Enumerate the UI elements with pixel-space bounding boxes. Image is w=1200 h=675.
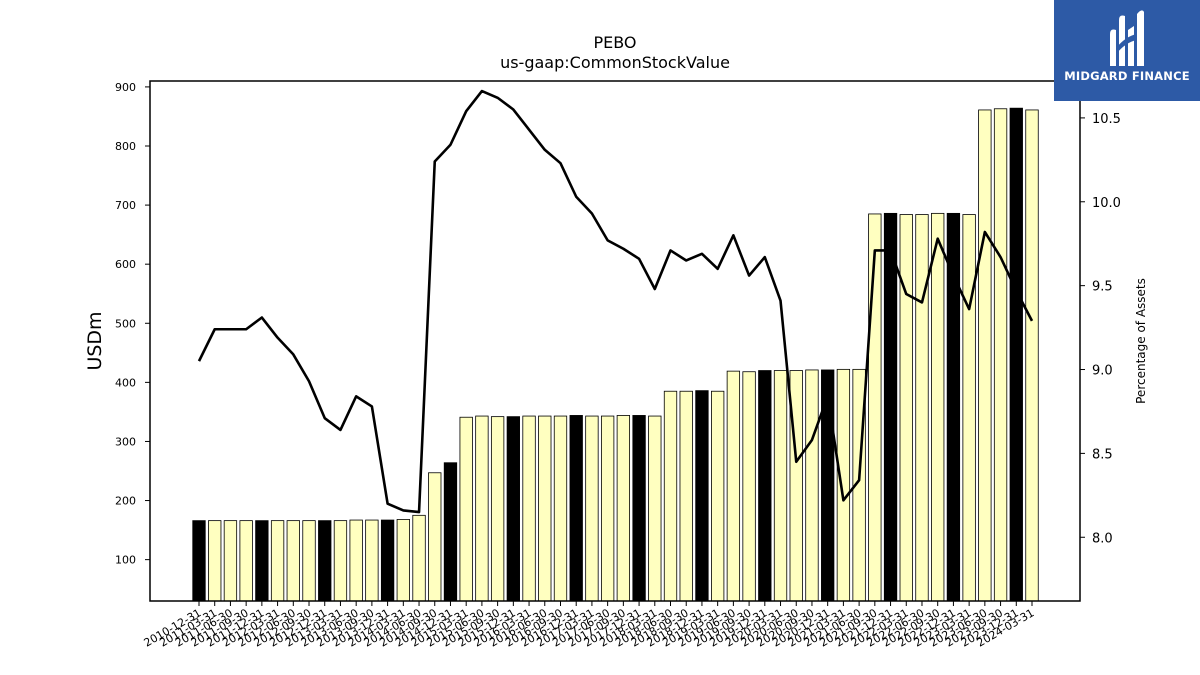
bar — [711, 390, 725, 602]
bar — [396, 519, 410, 602]
y-tick-label: 500 — [115, 317, 136, 330]
plot-frame — [149, 80, 1081, 602]
bar — [962, 214, 976, 602]
bar — [679, 390, 693, 602]
series-line — [197, 89, 1034, 514]
bar — [553, 415, 568, 602]
y2-tick-label: 8.0 — [1092, 531, 1113, 546]
bar — [663, 390, 678, 602]
bar — [616, 415, 631, 602]
bar — [270, 520, 285, 602]
brand-name: MIDGARD FINANCE — [1064, 69, 1190, 83]
bar — [899, 214, 913, 602]
bar — [475, 415, 489, 602]
bar — [1025, 109, 1039, 602]
bar — [585, 415, 599, 602]
bar — [208, 520, 222, 602]
y2-tick-label: 8.5 — [1092, 447, 1113, 462]
y-tick-label: 900 — [115, 81, 136, 94]
bar — [648, 415, 662, 602]
midgard-logo-icon — [1110, 10, 1144, 66]
bar — [978, 109, 992, 602]
bar — [883, 212, 898, 602]
y-tick-label: 100 — [115, 554, 136, 567]
y-tick-label: 300 — [115, 435, 136, 448]
bar — [255, 520, 269, 602]
bar — [192, 520, 206, 602]
bar — [239, 520, 253, 602]
bar — [506, 416, 520, 602]
bar — [459, 416, 473, 602]
y2-tick-label: 10.5 — [1092, 112, 1121, 127]
y-tick-label: 400 — [115, 376, 136, 389]
bar — [742, 371, 756, 602]
bar — [868, 213, 882, 602]
bar — [993, 108, 1008, 602]
bar — [726, 370, 741, 602]
y-tick-label: 200 — [115, 495, 136, 508]
bar — [1009, 107, 1023, 602]
bar — [695, 390, 709, 602]
bar — [836, 368, 851, 602]
y2-axis-label: Percentage of Assets — [1134, 278, 1148, 404]
chart-subtitle: us-gaap:CommonStockValue — [500, 53, 730, 72]
y-axis-label: USDm — [84, 311, 106, 370]
bar — [600, 415, 615, 602]
midgard-finance-logo: MIDGARD FINANCE — [1054, 0, 1200, 101]
bar — [380, 519, 395, 602]
bar — [223, 520, 238, 602]
bar — [758, 370, 772, 602]
bar — [632, 415, 646, 602]
y2-tick-label: 9.0 — [1092, 364, 1113, 379]
bar — [915, 214, 929, 602]
y-tick-label: 800 — [115, 140, 136, 153]
bar — [286, 520, 300, 602]
bar — [428, 472, 442, 602]
bar — [773, 370, 788, 602]
bar — [349, 519, 363, 602]
bar — [490, 416, 505, 602]
chart-title: PEBO — [593, 33, 636, 52]
bar — [522, 415, 536, 602]
y-tick-label: 700 — [115, 199, 136, 212]
bar — [365, 519, 379, 602]
bar — [569, 415, 583, 602]
y2-tick-label: 10.0 — [1092, 196, 1121, 211]
bar — [302, 520, 316, 602]
bar — [333, 520, 348, 602]
bar — [538, 415, 552, 602]
y-tick-label: 600 — [115, 258, 136, 271]
bar — [412, 514, 426, 602]
bar — [946, 212, 961, 602]
bar — [931, 212, 945, 602]
y2-tick-label: 9.5 — [1092, 280, 1113, 295]
bar — [805, 369, 819, 602]
bar — [318, 520, 332, 602]
bar — [443, 462, 458, 602]
